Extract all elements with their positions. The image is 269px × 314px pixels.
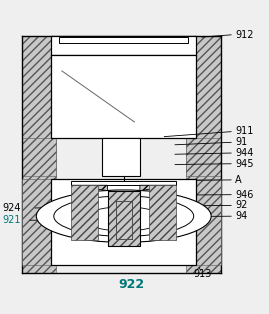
Text: 924: 924 — [3, 203, 21, 213]
Ellipse shape — [36, 190, 211, 242]
Text: 94: 94 — [235, 211, 248, 221]
Bar — [51, 55, 196, 138]
Text: 945: 945 — [235, 159, 254, 169]
Bar — [149, 185, 176, 241]
Bar — [71, 185, 98, 241]
Text: 91: 91 — [235, 137, 248, 147]
Text: 921: 921 — [3, 215, 21, 225]
Bar — [51, 179, 196, 265]
Text: 911: 911 — [235, 127, 254, 137]
Bar — [116, 201, 132, 239]
Polygon shape — [71, 185, 108, 191]
Bar — [22, 179, 51, 265]
Text: 944: 944 — [235, 148, 254, 158]
Bar — [22, 36, 56, 273]
Ellipse shape — [54, 196, 194, 236]
Bar — [186, 138, 221, 176]
Text: 913: 913 — [194, 269, 212, 279]
Text: 922: 922 — [118, 278, 144, 291]
Bar — [71, 181, 176, 185]
Bar — [51, 36, 196, 55]
Bar — [102, 138, 140, 176]
Text: 946: 946 — [235, 190, 254, 200]
Bar — [59, 37, 188, 43]
Ellipse shape — [83, 207, 164, 231]
Text: A: A — [235, 175, 242, 185]
Polygon shape — [140, 185, 176, 191]
Bar — [186, 36, 221, 273]
Bar — [108, 191, 140, 246]
Bar — [116, 201, 132, 239]
Bar — [22, 138, 56, 176]
Bar — [108, 191, 140, 246]
Text: 912: 912 — [235, 30, 254, 40]
Text: 92: 92 — [235, 200, 248, 210]
Bar — [196, 179, 221, 265]
